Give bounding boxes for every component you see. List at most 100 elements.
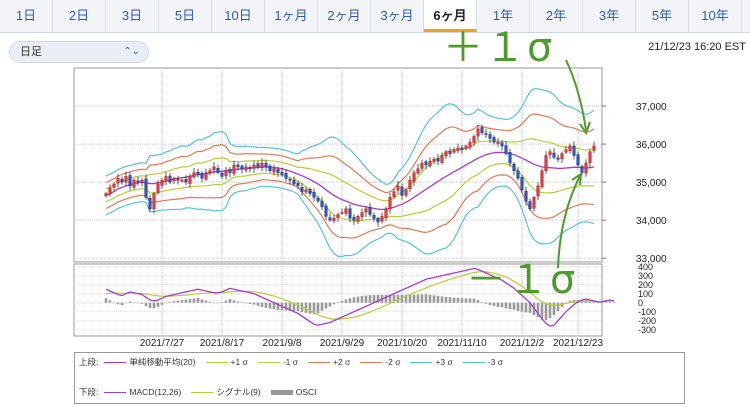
candle-down bbox=[508, 151, 512, 164]
candle-up bbox=[112, 183, 116, 188]
macd-y-tick-label: -200 bbox=[638, 316, 656, 326]
candle-down bbox=[552, 152, 556, 158]
macd-y-tick-label: 400 bbox=[638, 262, 653, 272]
candle-up bbox=[388, 197, 392, 210]
osci-bar bbox=[484, 302, 488, 304]
osci-bar bbox=[388, 294, 392, 303]
candle-down bbox=[256, 163, 260, 168]
candle-down bbox=[300, 187, 304, 192]
candle-up bbox=[464, 145, 468, 150]
osci-bar bbox=[264, 302, 268, 308]
candle-up bbox=[360, 212, 364, 218]
osci-bar bbox=[156, 302, 160, 307]
tab-1[interactable]: 2日 bbox=[53, 0, 106, 32]
candle-down bbox=[424, 161, 428, 166]
osci-bar bbox=[132, 302, 136, 303]
osci-bar bbox=[592, 301, 596, 303]
tab-8[interactable]: 6ヶ月 bbox=[424, 0, 477, 32]
candle-up bbox=[560, 153, 564, 160]
osci-bar bbox=[548, 302, 552, 319]
candle-down bbox=[280, 171, 284, 175]
tab-6[interactable]: 2ヶ月 bbox=[318, 0, 371, 32]
tab-0[interactable]: 1日 bbox=[0, 0, 53, 32]
osci-bar bbox=[504, 302, 508, 309]
tab-7[interactable]: 3ヶ月 bbox=[371, 0, 424, 32]
bollinger-band-line bbox=[105, 88, 595, 186]
tab-10[interactable]: 2年 bbox=[530, 0, 583, 32]
legend-swatch bbox=[205, 361, 228, 363]
candle-down bbox=[216, 168, 220, 173]
candle-down bbox=[264, 162, 268, 168]
osci-bar bbox=[448, 297, 452, 303]
candle-up bbox=[224, 170, 228, 177]
candle-up bbox=[252, 164, 256, 169]
tab-13[interactable]: 10年 bbox=[689, 0, 742, 32]
candle-up bbox=[532, 197, 536, 209]
candle-down bbox=[328, 217, 332, 221]
candle-down bbox=[276, 169, 280, 173]
osci-bar bbox=[336, 302, 340, 304]
candle-up bbox=[172, 178, 176, 181]
osci-bar bbox=[452, 297, 456, 303]
candle-down bbox=[196, 171, 200, 175]
osci-bar bbox=[508, 302, 512, 310]
bollinger-band-line bbox=[105, 174, 595, 239]
candle-down bbox=[324, 205, 328, 217]
legend-swatch bbox=[270, 389, 293, 395]
osci-bar bbox=[308, 302, 312, 314]
osci-bar bbox=[352, 297, 356, 303]
candle-down bbox=[504, 145, 508, 154]
osci-bar bbox=[124, 302, 128, 304]
osci-bar bbox=[540, 302, 544, 320]
osci-bar bbox=[392, 294, 396, 303]
candle-up bbox=[188, 176, 192, 184]
tab-5[interactable]: 1ヶ月 bbox=[265, 0, 318, 32]
timestamp: 21/12/23 16:20 EST bbox=[648, 41, 746, 53]
osci-bar bbox=[172, 301, 176, 303]
legend-item: シグナル(9) bbox=[191, 386, 261, 398]
legend-lower-label: 下段: bbox=[79, 387, 99, 397]
tab-11[interactable]: 3年 bbox=[583, 0, 636, 32]
candle-down bbox=[296, 182, 300, 187]
candle-down bbox=[292, 179, 296, 185]
candle-up bbox=[392, 191, 396, 198]
candle-down bbox=[500, 142, 504, 147]
osci-bar bbox=[412, 294, 416, 303]
candle-up bbox=[340, 212, 344, 214]
candle-up bbox=[452, 149, 456, 153]
candle-down bbox=[448, 150, 452, 154]
candle-down bbox=[480, 127, 484, 133]
candle-up bbox=[364, 208, 368, 213]
osci-bar bbox=[396, 294, 400, 303]
legend-item: +1 σ bbox=[205, 357, 248, 367]
osci-bar bbox=[284, 302, 288, 311]
candle-up bbox=[344, 208, 348, 214]
candle-down bbox=[316, 197, 320, 202]
osci-bar bbox=[220, 301, 224, 303]
bollinger-band-line bbox=[105, 113, 595, 194]
osci-bar bbox=[384, 294, 388, 303]
candle-down bbox=[580, 166, 584, 173]
candle-up bbox=[380, 216, 384, 222]
candle-up bbox=[244, 166, 248, 171]
osci-bar bbox=[316, 302, 320, 314]
legend-label: -1 σ bbox=[282, 357, 298, 367]
candle-down bbox=[528, 201, 532, 209]
osci-bar bbox=[276, 302, 280, 310]
candle-down bbox=[288, 178, 292, 181]
tab-3[interactable]: 5日 bbox=[159, 0, 212, 32]
tab-2[interactable]: 3日 bbox=[106, 0, 159, 32]
legend-label: 単純移動平均(20) bbox=[129, 357, 196, 367]
osci-bar bbox=[544, 302, 548, 320]
tab-9[interactable]: 1年 bbox=[477, 0, 530, 32]
candle-down bbox=[144, 178, 148, 198]
osci-bar bbox=[332, 302, 336, 305]
tab-12[interactable]: 5年 bbox=[636, 0, 689, 32]
tab-4[interactable]: 10日 bbox=[212, 0, 265, 32]
interval-select[interactable]: 日足 ⌃⌄ bbox=[9, 41, 149, 63]
candle-up bbox=[444, 151, 448, 157]
macd-y-tick-label: 0 bbox=[638, 298, 643, 308]
x-tick-label: 2021/12/23 bbox=[553, 338, 603, 349]
candle-up bbox=[496, 141, 500, 144]
candle-up bbox=[440, 155, 444, 163]
